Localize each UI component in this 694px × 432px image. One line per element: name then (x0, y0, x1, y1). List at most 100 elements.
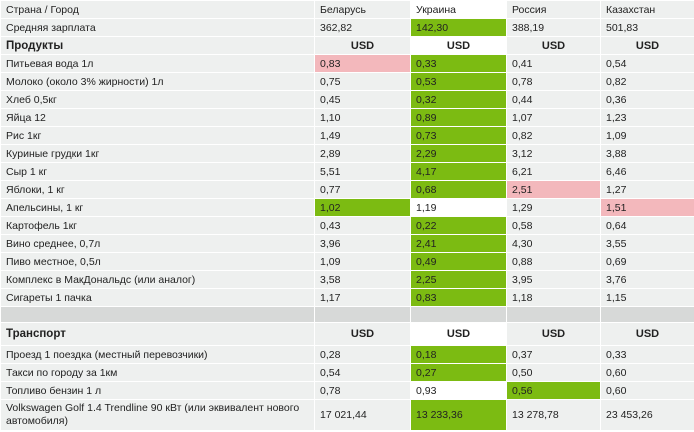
price-cell: 0,73 (410, 126, 507, 145)
price-cell: 3,96 (314, 234, 411, 253)
header-row: Страна / Город Беларусь Украина Россия К… (0, 0, 694, 19)
price-cell: 0,32 (410, 90, 507, 109)
price-cell: 0,49 (410, 252, 507, 271)
price-cell: 0,56 (506, 381, 601, 400)
price-cell: 3,58 (314, 270, 411, 289)
price-cell: 0,78 (506, 72, 601, 91)
price-cell: 0,83 (410, 288, 507, 307)
header-country-kazakhstan: Казахстан (600, 0, 694, 19)
price-cell: 0,45 (314, 90, 411, 109)
header-country-russia: Россия (506, 0, 601, 19)
price-cell: 0,82 (600, 72, 694, 91)
price-cell: 4,17 (410, 162, 507, 181)
item-name: Яйца 12 (0, 108, 315, 127)
price-cell: 0,33 (410, 54, 507, 73)
salary-label: Средняя зарплата (0, 18, 315, 37)
item-name: Топливо бензин 1 л (0, 381, 315, 400)
price-cell: 0,36 (600, 90, 694, 109)
products-row: Питьевая вода 1л 0,83 0,33 0,41 0,54 (0, 54, 694, 73)
item-name: Вино среднее, 0,7л (0, 234, 315, 253)
price-cell: 1,18 (506, 288, 601, 307)
item-name: Сыр 1 кг (0, 162, 315, 181)
price-cell: 0,44 (506, 90, 601, 109)
price-cell: 0,82 (506, 126, 601, 145)
price-cell: 13 278,78 (506, 399, 601, 431)
price-cell: 23 453,26 (600, 399, 694, 431)
price-cell: 0,58 (506, 216, 601, 235)
products-row: Картофель 1кг 0,43 0,22 0,58 0,64 (0, 216, 694, 235)
products-row: Хлеб 0,5кг 0,45 0,32 0,44 0,36 (0, 90, 694, 109)
price-cell: 0,54 (314, 363, 411, 382)
products-currency-label: USD (410, 36, 507, 55)
price-cell: 0,64 (600, 216, 694, 235)
price-cell: 3,12 (506, 144, 601, 163)
price-cell: 0,22 (410, 216, 507, 235)
price-cell: 0,50 (506, 363, 601, 382)
products-currency-label: USD (600, 36, 694, 55)
item-name: Хлеб 0,5кг (0, 90, 315, 109)
price-cell: 2,89 (314, 144, 411, 163)
price-cell: 1,19 (410, 198, 507, 217)
spacer-cell (506, 306, 601, 323)
item-name: Рис 1кг (0, 126, 315, 145)
item-name: Сигареты 1 пачка (0, 288, 315, 307)
salary-russia: 388,19 (506, 18, 601, 37)
price-cell: 3,95 (506, 270, 601, 289)
item-name: Апельсины, 1 кг (0, 198, 315, 217)
price-cell: 1,09 (600, 126, 694, 145)
price-cell: 1,27 (600, 180, 694, 199)
item-name: Яблоки, 1 кг (0, 180, 315, 199)
price-cell: 0,93 (410, 381, 507, 400)
products-row: Молоко (около 3% жирности) 1л 0,75 0,53 0,7… (0, 72, 694, 91)
transport-currency-label: USD (600, 322, 694, 346)
price-cell: 0,18 (410, 345, 507, 364)
price-cell: 1,15 (600, 288, 694, 307)
salary-belarus: 362,82 (314, 18, 411, 37)
transport-section-title: Транспорт (0, 322, 315, 346)
products-currency-label: USD (314, 36, 411, 55)
header-label: Страна / Город (0, 0, 315, 19)
price-cell: 1,51 (600, 198, 694, 217)
transport-currency-label: USD (410, 322, 507, 346)
products-row: Вино среднее, 0,7л 3,96 2,41 4,30 3,55 (0, 234, 694, 253)
price-cell: 0,69 (600, 252, 694, 271)
price-cell: 5,51 (314, 162, 411, 181)
price-cell: 4,30 (506, 234, 601, 253)
products-section-header: Продукты USD USD USD USD (0, 36, 694, 55)
transport-row: Volkswagen Golf 1.4 Trendline 90 кВт (ил… (0, 399, 694, 431)
products-row: Пиво местное, 0,5л 1,09 0,49 0,88 0,69 (0, 252, 694, 271)
price-cell: 1,23 (600, 108, 694, 127)
price-cell: 6,46 (600, 162, 694, 181)
spacer-cell (600, 306, 694, 323)
price-cell: 0,53 (410, 72, 507, 91)
price-cell: 1,10 (314, 108, 411, 127)
item-name: Комплекс в МакДональдс (или аналог) (0, 270, 315, 289)
price-cell: 0,78 (314, 381, 411, 400)
price-cell: 0,77 (314, 180, 411, 199)
price-cell: 0,33 (600, 345, 694, 364)
price-cell: 0,43 (314, 216, 411, 235)
transport-section-header: Транспорт USD USD USD USD (0, 322, 694, 346)
price-cell: 0,75 (314, 72, 411, 91)
spacer-cell (410, 306, 507, 323)
section-spacer (0, 306, 694, 323)
price-cell: 0,41 (506, 54, 601, 73)
products-currency-label: USD (506, 36, 601, 55)
price-cell: 6,21 (506, 162, 601, 181)
item-name: Молоко (около 3% жирности) 1л (0, 72, 315, 91)
products-row: Комплекс в МакДональдс (или аналог) 3,58 2… (0, 270, 694, 289)
transport-currency-label: USD (314, 322, 411, 346)
price-cell: 0,83 (314, 54, 411, 73)
item-name: Питьевая вода 1л (0, 54, 315, 73)
spacer-cell (314, 306, 411, 323)
price-cell: 1,29 (506, 198, 601, 217)
price-cell: 1,09 (314, 252, 411, 271)
transport-row: Топливо бензин 1 л 0,78 0,93 0,56 0,60 (0, 381, 694, 400)
item-name: Картофель 1кг (0, 216, 315, 235)
price-cell: 3,88 (600, 144, 694, 163)
products-row: Яблоки, 1 кг 0,77 0,68 2,51 1,27 (0, 180, 694, 199)
transport-currency-label: USD (506, 322, 601, 346)
price-cell: 0,28 (314, 345, 411, 364)
products-row: Апельсины, 1 кг 1,02 1,19 1,29 1,51 (0, 198, 694, 217)
